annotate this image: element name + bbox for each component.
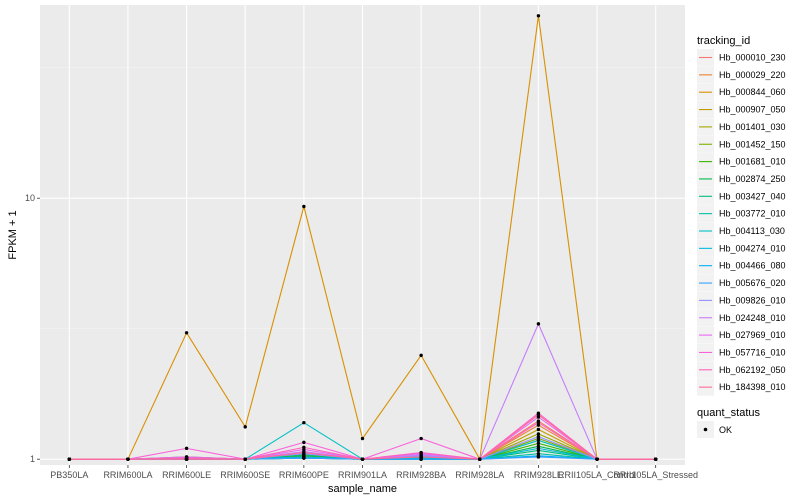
legend-label: Hb_000907_050 [719, 105, 786, 115]
data-point [184, 331, 189, 335]
legend-label: Hb_003427_040 [719, 191, 786, 201]
legend-items: Hb_000010_230 Hb_000029_220 Hb_000844_060 H… [697, 49, 786, 396]
legend-label: Hb_004113_030 [719, 226, 785, 236]
legend-label: Hb_000029_220 [719, 70, 786, 80]
legend-label: Hb_000844_060 [719, 87, 786, 97]
data-point [243, 457, 247, 461]
data-point [302, 450, 306, 455]
legend-label: Hb_184398_010 [719, 382, 786, 392]
data-point [536, 14, 541, 18]
data-point [126, 457, 130, 461]
x-tick-label: RRIM600SE [220, 470, 270, 480]
data-point [536, 413, 541, 417]
legend-label: Hb_000010_230 [719, 53, 786, 63]
legend-label: Hb_005676_020 [719, 278, 786, 288]
data-points [67, 14, 658, 461]
legend-label: Hb_002874_250 [719, 174, 786, 184]
x-tick-label: RRIM928LE [514, 470, 563, 480]
data-point [536, 432, 541, 436]
legend-label: Hb_062192_050 [719, 365, 786, 375]
legend-label: OK [719, 425, 732, 435]
data-point [536, 322, 541, 326]
data-point [184, 446, 189, 451]
data-point [536, 434, 541, 439]
legend-label: Hb_009826_010 [719, 295, 786, 305]
data-point [536, 441, 541, 446]
legend-label: Hb_004274_010 [719, 243, 786, 253]
legend-key-point [703, 427, 708, 432]
legend-label: Hb_001681_010 [719, 157, 786, 167]
x-tick-label: PB350LA [50, 470, 88, 480]
x-tick-label: RRIM600LA [103, 470, 152, 480]
data-point [302, 456, 306, 460]
point-legend-title: quant_status [697, 407, 760, 419]
legend-label: Hb_001401_030 [719, 122, 786, 132]
x-tick-label: RRIM600LE [162, 470, 211, 480]
legend-label: Hb_027969_010 [719, 330, 786, 340]
x-tick-label: RRIM600PE [279, 470, 329, 480]
data-point [536, 446, 541, 451]
data-point [419, 436, 423, 441]
data-point [419, 353, 423, 358]
x-axis-title: sample_name [328, 483, 397, 495]
data-point [595, 457, 599, 461]
data-point [243, 425, 247, 429]
point-legend: OK [697, 421, 732, 438]
data-point [478, 457, 482, 461]
data-point [302, 445, 306, 450]
y-tick-label: 10 [25, 193, 35, 203]
y-tick-label: 1 [30, 454, 35, 464]
x-axis: PB350LA RRIM600LA RRIM600LE RRIM600SE RRIM60… [50, 465, 698, 480]
legend-label: Hb_057716_010 [719, 347, 786, 357]
data-point [302, 420, 306, 425]
y-axis-title: FPKM + 1 [7, 210, 19, 259]
data-point [536, 420, 541, 425]
x-tick-label: RRII105LA_Stressed [613, 470, 698, 480]
legend: tracking_id Hb_000010_230Hb_000029_220Hb… [697, 35, 786, 438]
legend-title: tracking_id [697, 35, 750, 47]
data-point [536, 438, 541, 443]
y-axis: 1 10 [25, 193, 40, 464]
data-point [419, 455, 423, 459]
data-point [360, 457, 365, 461]
x-tick-label: RRIM901LA [338, 470, 387, 480]
data-point [302, 204, 306, 209]
legend-label: Hb_001452_150 [719, 139, 786, 149]
data-point [536, 455, 541, 459]
x-tick-label: RRIM928BA [396, 470, 446, 480]
legend-label: Hb_003772_010 [719, 209, 786, 219]
x-tick-label: RRIM928LA [455, 470, 504, 480]
data-point [302, 440, 306, 445]
data-point [536, 423, 541, 427]
data-point [184, 457, 189, 461]
data-point [419, 450, 423, 455]
legend-label: Hb_024248_010 [719, 313, 786, 323]
data-point [360, 436, 365, 441]
data-point [536, 427, 541, 432]
data-point [67, 457, 72, 461]
data-point [653, 457, 658, 461]
x-tick-label: RRII105LA_Control [558, 470, 636, 480]
legend-label: Hb_004466_080 [719, 261, 786, 271]
